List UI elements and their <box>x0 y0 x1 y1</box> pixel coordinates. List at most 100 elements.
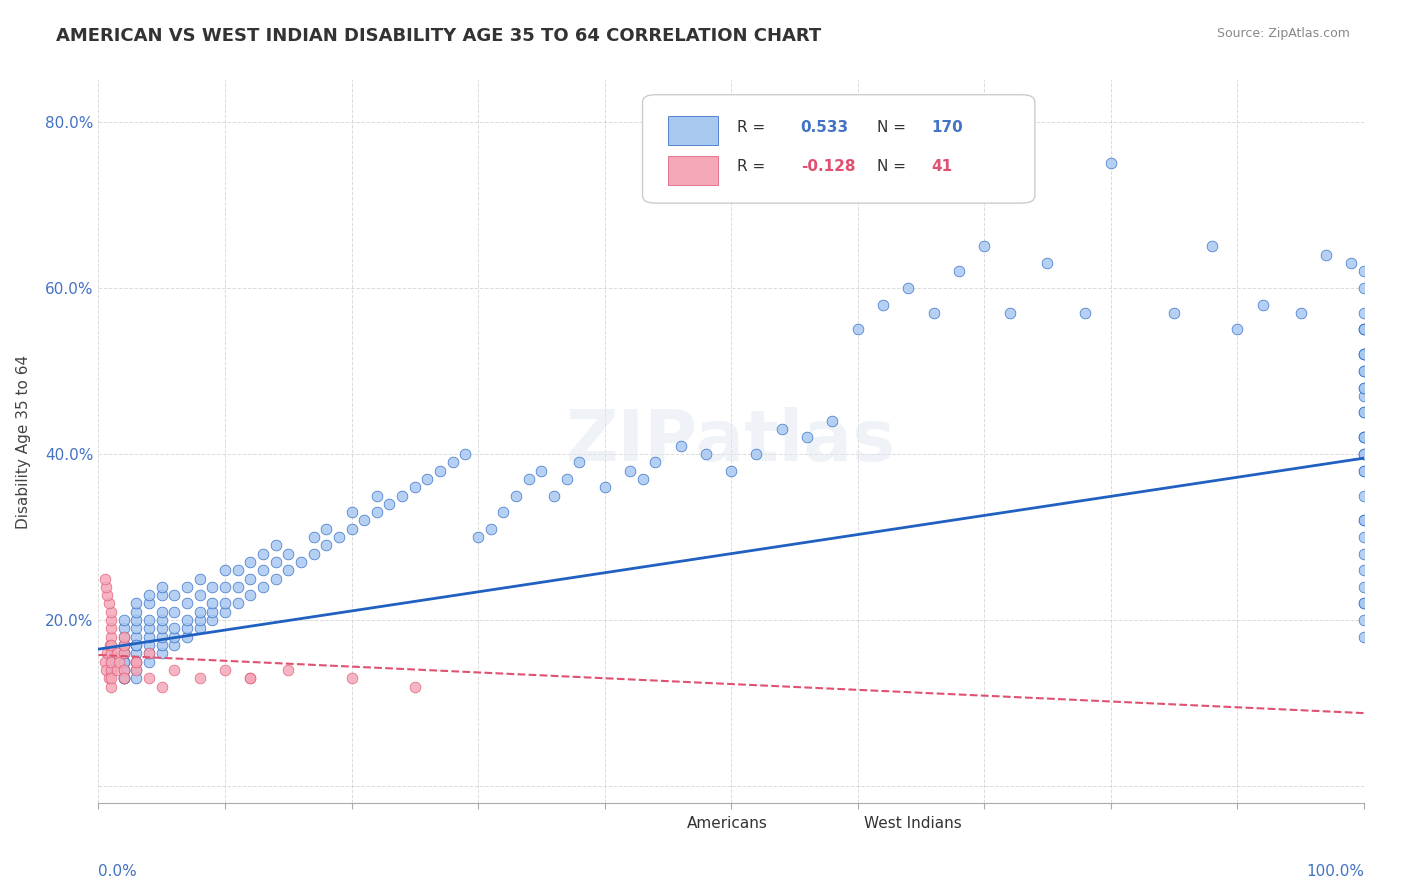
FancyBboxPatch shape <box>643 810 675 835</box>
Point <box>1036 256 1059 270</box>
Point <box>112 663 135 677</box>
Point <box>138 630 160 644</box>
Point <box>226 597 249 611</box>
Point <box>96 588 118 602</box>
Point <box>340 671 363 685</box>
Point <box>1353 364 1375 378</box>
Point <box>125 613 148 627</box>
Point <box>112 630 135 644</box>
Text: R =: R = <box>737 160 766 175</box>
Point <box>846 322 869 336</box>
Point <box>441 455 464 469</box>
Point <box>695 447 717 461</box>
Point <box>353 513 375 527</box>
Point <box>112 638 135 652</box>
Point <box>112 655 135 669</box>
Point <box>176 580 198 594</box>
Point <box>100 605 122 619</box>
Point <box>107 646 129 660</box>
Point <box>214 597 236 611</box>
Point <box>214 563 236 577</box>
Point <box>922 306 945 320</box>
Point <box>315 522 337 536</box>
Point <box>1353 322 1375 336</box>
Text: ZIPatlas: ZIPatlas <box>567 407 896 476</box>
Point <box>366 489 388 503</box>
Point <box>378 497 401 511</box>
Point <box>745 447 768 461</box>
Point <box>619 464 641 478</box>
Text: R =: R = <box>737 120 766 135</box>
Point <box>1251 297 1274 311</box>
Point <box>1163 306 1185 320</box>
Point <box>302 530 325 544</box>
Point <box>1315 248 1337 262</box>
Point <box>201 597 224 611</box>
Point <box>1353 447 1375 461</box>
Point <box>112 646 135 660</box>
Point <box>1201 239 1223 253</box>
Point <box>796 430 818 444</box>
Point <box>138 655 160 669</box>
Point <box>631 472 654 486</box>
Point <box>150 613 173 627</box>
Point <box>97 597 120 611</box>
Point <box>100 646 122 660</box>
Point <box>1353 405 1375 419</box>
Point <box>188 671 211 685</box>
Point <box>188 613 211 627</box>
Y-axis label: Disability Age 35 to 64: Disability Age 35 to 64 <box>17 354 31 529</box>
Point <box>872 297 894 311</box>
Point <box>1353 430 1375 444</box>
Point <box>176 613 198 627</box>
Point <box>568 455 591 469</box>
Text: AMERICAN VS WEST INDIAN DISABILITY AGE 35 TO 64 CORRELATION CHART: AMERICAN VS WEST INDIAN DISABILITY AGE 3… <box>56 27 821 45</box>
Point <box>188 572 211 586</box>
Point <box>454 447 477 461</box>
Point <box>150 680 173 694</box>
Point <box>1353 613 1375 627</box>
Point <box>125 638 148 652</box>
Point <box>1353 530 1375 544</box>
Point <box>93 572 117 586</box>
Point <box>252 580 274 594</box>
Point <box>821 414 844 428</box>
Point <box>100 613 122 627</box>
Point <box>100 663 122 677</box>
Point <box>188 605 211 619</box>
Text: 41: 41 <box>931 160 952 175</box>
Point <box>125 663 148 677</box>
Point <box>176 621 198 635</box>
Point <box>1353 580 1375 594</box>
Point <box>97 671 120 685</box>
Point <box>1353 447 1375 461</box>
Text: 100.0%: 100.0% <box>1306 864 1364 880</box>
Point <box>94 663 117 677</box>
Point <box>163 588 186 602</box>
Point <box>188 621 211 635</box>
Point <box>720 464 742 478</box>
Point <box>98 638 121 652</box>
Point <box>340 505 363 519</box>
Point <box>340 522 363 536</box>
Point <box>138 621 160 635</box>
Point <box>252 547 274 561</box>
Point <box>479 522 502 536</box>
Text: 0.533: 0.533 <box>801 120 849 135</box>
Point <box>277 663 299 677</box>
Point <box>264 538 287 552</box>
Point <box>1353 281 1375 295</box>
Point <box>1353 597 1375 611</box>
Point <box>1353 513 1375 527</box>
Point <box>973 239 995 253</box>
Point <box>416 472 439 486</box>
Point <box>112 671 135 685</box>
Point <box>404 480 426 494</box>
Point <box>150 630 173 644</box>
Point <box>429 464 451 478</box>
Point <box>112 671 135 685</box>
Point <box>163 630 186 644</box>
Point <box>669 439 692 453</box>
Point <box>201 613 224 627</box>
Point <box>176 597 198 611</box>
